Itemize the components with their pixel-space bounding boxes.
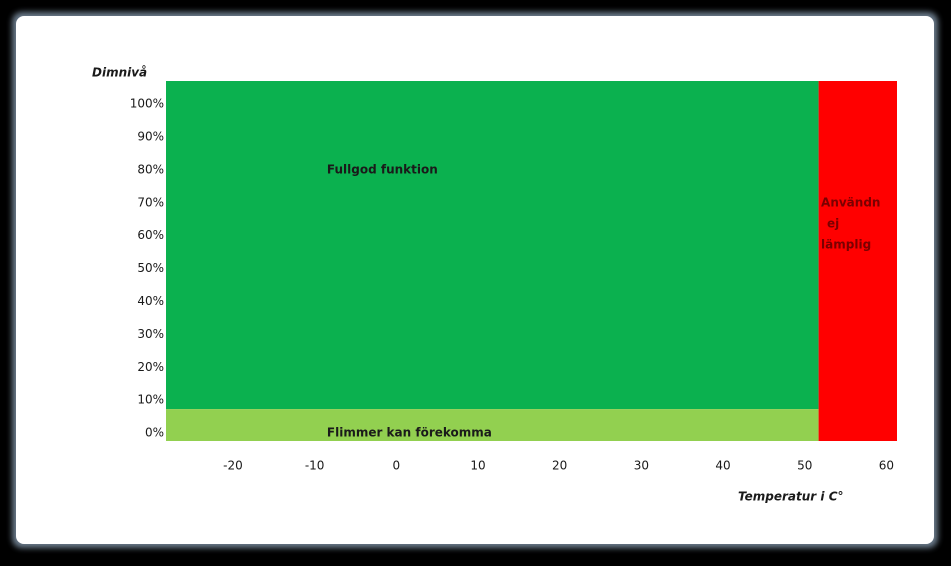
y-axis-title: Dimnivå [92, 66, 147, 80]
x-tick-label: 40 [715, 459, 730, 473]
x-tick-label: 10 [470, 459, 485, 473]
x-tick-label: -20 [223, 459, 243, 473]
x-tick-label: -10 [305, 459, 325, 473]
y-tick-label: 80% [137, 162, 164, 176]
y-tick-label: 40% [137, 294, 164, 308]
y-tick-label: 70% [137, 195, 164, 209]
zone-label: Användn [821, 195, 880, 209]
x-tick-label: 20 [552, 459, 567, 473]
y-tick-label: 0% [145, 426, 164, 440]
y-tick-label: 100% [130, 97, 164, 111]
zone [166, 81, 819, 410]
y-tick-label: 10% [137, 393, 164, 407]
x-tick-label: 50 [797, 459, 812, 473]
x-tick-label: 0 [393, 459, 401, 473]
y-tick-label: 30% [137, 327, 164, 341]
x-tick-label: 30 [634, 459, 649, 473]
zone [166, 409, 819, 441]
y-tick-label: 50% [137, 261, 164, 275]
y-tick-label: 20% [137, 360, 164, 374]
x-tick-label: 60 [879, 459, 894, 473]
zone-label: lämplig [821, 237, 871, 251]
y-tick-label: 60% [137, 228, 164, 242]
zone-label: Fullgod funktion [327, 162, 438, 176]
zone-label: Flimmer kan förekomma [327, 426, 492, 440]
x-axis-title: Temperatur i C° [738, 490, 844, 504]
zone-label: ej [827, 216, 839, 230]
zone [818, 81, 897, 441]
y-tick-label: 90% [137, 129, 164, 143]
